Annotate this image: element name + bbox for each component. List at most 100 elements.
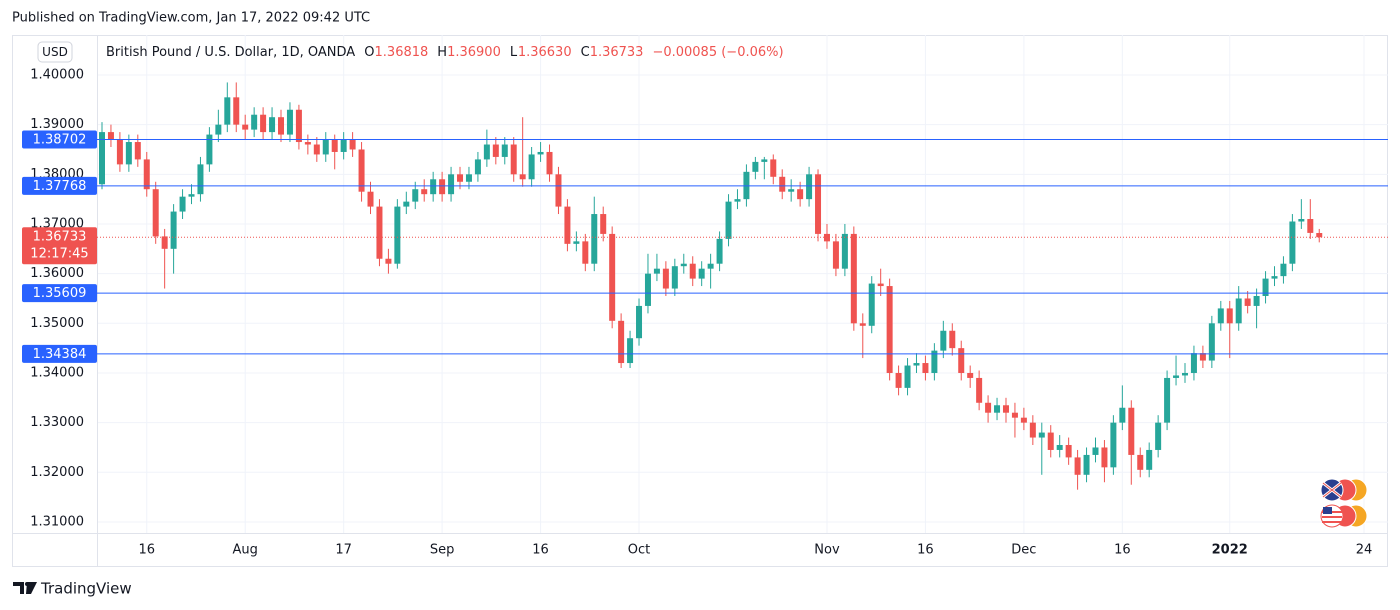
price-label-box xyxy=(22,344,97,363)
candle-body xyxy=(385,258,392,264)
candle-body xyxy=(251,114,258,130)
candle-body xyxy=(886,286,893,373)
candle-body xyxy=(797,189,804,200)
candle-body xyxy=(841,233,848,269)
candle-body xyxy=(546,151,553,175)
candle-body xyxy=(609,233,616,321)
candle-body xyxy=(457,174,464,182)
candle-body xyxy=(949,330,956,349)
candle-body xyxy=(734,199,741,202)
candle-body xyxy=(573,241,580,244)
candle-body xyxy=(304,142,311,145)
candle-body xyxy=(636,305,643,339)
footer-brand: TradingView xyxy=(40,580,132,598)
tradingview-logo xyxy=(13,582,37,594)
candle-body xyxy=(940,330,947,351)
x-tick-label: Nov xyxy=(814,543,840,558)
candle-body xyxy=(1235,298,1242,324)
price-label: 1.34384 xyxy=(33,347,87,362)
candle-body xyxy=(1029,422,1036,438)
candle-body xyxy=(1101,447,1108,468)
candle-body xyxy=(528,154,535,180)
price-label: 1.37768 xyxy=(33,179,87,194)
candle-body xyxy=(1137,454,1144,470)
currency-button[interactable] xyxy=(37,41,73,63)
candle-body xyxy=(340,139,347,152)
x-tick-label: Dec xyxy=(1011,543,1036,558)
candle-body xyxy=(806,174,813,200)
legend-change: −0.00085 (−0.06%) xyxy=(652,45,783,60)
candle-body xyxy=(1298,219,1305,222)
legend-value: 1.36818 xyxy=(375,45,429,60)
candle-body xyxy=(618,320,625,364)
countdown-label: 12:17:45 xyxy=(30,247,88,262)
candle-body xyxy=(403,201,410,207)
candle-body xyxy=(269,117,276,133)
candle-body xyxy=(1181,372,1188,376)
candle-body xyxy=(286,109,293,135)
candle-body xyxy=(994,405,1001,413)
candle-body xyxy=(483,144,490,160)
candle-body xyxy=(161,236,168,249)
publish-note: Published on TradingView.com, Jan 17, 20… xyxy=(12,11,370,26)
candle-body xyxy=(1307,219,1314,233)
candle-body xyxy=(1065,444,1072,458)
candle-body xyxy=(233,97,240,125)
candle-body xyxy=(376,206,383,259)
legend-value: 1.36630 xyxy=(518,45,572,60)
x-tick-label: 16 xyxy=(917,543,934,558)
candle-body xyxy=(125,142,132,165)
candle-body xyxy=(116,139,123,165)
candle-body xyxy=(224,97,231,125)
candle-body xyxy=(1092,447,1099,455)
candle-body xyxy=(976,377,983,403)
candle-body xyxy=(859,323,866,326)
x-tick-label: 16 xyxy=(138,543,155,558)
candle-body xyxy=(913,363,920,366)
candle-body xyxy=(474,159,481,175)
candle-body xyxy=(832,241,839,269)
candle-body xyxy=(1244,298,1251,306)
candle-body xyxy=(967,372,974,378)
candle-body xyxy=(1020,417,1027,423)
candle-body xyxy=(931,350,938,373)
candle-body xyxy=(215,124,222,135)
y-tick-label: 1.32000 xyxy=(30,465,84,480)
legend-key: C xyxy=(581,45,590,60)
candle-body xyxy=(922,363,929,373)
candle-body xyxy=(564,206,571,244)
candle-body xyxy=(815,174,822,234)
candle-body xyxy=(627,338,634,364)
candle-body xyxy=(1217,308,1224,324)
candle-body xyxy=(1146,449,1153,470)
candle-body xyxy=(555,174,562,207)
legend-key: H xyxy=(437,45,447,60)
candle-body xyxy=(1199,353,1206,361)
candle-body xyxy=(439,179,446,195)
x-tick-label: 16 xyxy=(532,543,549,558)
legend-value: 1.36733 xyxy=(590,45,644,60)
candle-body xyxy=(501,144,508,157)
candle-body xyxy=(958,348,965,373)
candle-body xyxy=(1208,323,1215,361)
candle-body xyxy=(788,189,795,192)
candle-body xyxy=(510,144,517,175)
candle-body xyxy=(761,159,768,162)
candle-body xyxy=(904,365,911,388)
candle-body xyxy=(295,109,302,143)
candle-body xyxy=(1002,405,1009,413)
candle-body xyxy=(358,149,365,192)
y-tick-label: 1.31000 xyxy=(30,514,84,529)
candle-body xyxy=(725,201,732,239)
candle-body xyxy=(1155,422,1162,450)
candle-body xyxy=(448,174,455,195)
candle-body xyxy=(1038,432,1045,438)
candle-body xyxy=(197,164,204,195)
candle-body xyxy=(1074,457,1081,475)
candle-body xyxy=(850,233,857,324)
candle-body xyxy=(671,266,678,289)
candle-body xyxy=(143,159,150,190)
symbol-legend: British Pound / U.S. Dollar, 1D, OANDA xyxy=(106,45,355,60)
candle-body xyxy=(1173,375,1180,378)
